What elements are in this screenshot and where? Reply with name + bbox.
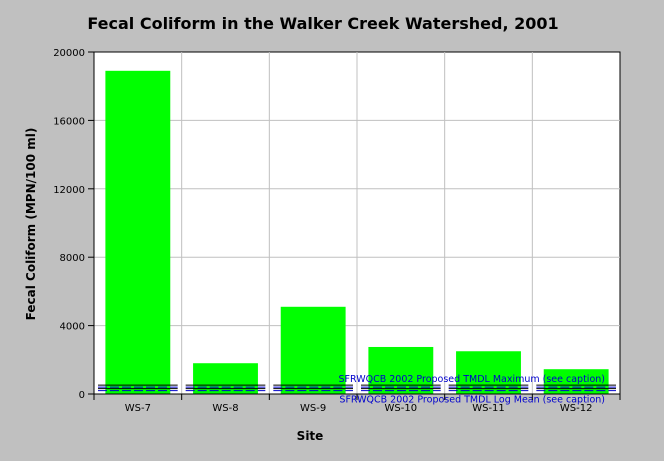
y-tick-label: 16000: [53, 116, 85, 127]
x-axis-title: Site: [297, 429, 324, 443]
bar-ws-7: [105, 70, 171, 394]
y-tick-label: 0: [79, 390, 85, 401]
bar-ws-10: [368, 346, 434, 394]
bar-ws-9: [280, 306, 346, 394]
x-tick-label: WS-8: [212, 403, 238, 414]
bar-ws-12: [543, 369, 609, 394]
x-tick-label: WS-7: [125, 403, 151, 414]
bar-ws-8: [193, 363, 258, 394]
y-tick-label: 8000: [60, 253, 85, 264]
x-tick-label: WS-9: [300, 403, 326, 414]
x-tick-label: WS-11: [472, 403, 505, 414]
grid-lines: [94, 52, 620, 394]
y-axis: 0 4000 8000 12000 16000 20000: [53, 48, 95, 401]
x-tick-label: WS-10: [385, 403, 418, 414]
reference-lines: SFRWQCB 2002 Proposed TMDL Maximum (see …: [98, 374, 616, 406]
bars: [105, 70, 609, 394]
x-axis: WS-7 WS-8 WS-9 WS-10 WS-11 WS-12: [93, 393, 621, 414]
y-tick-label: 12000: [53, 185, 85, 196]
y-axis-title: Fecal Coliform (MPN/100 ml): [24, 128, 38, 321]
y-tick-label: 4000: [60, 322, 85, 333]
chart-title: Fecal Coliform in the Walker Creek Water…: [87, 14, 558, 33]
y-tick-label: 20000: [53, 48, 85, 59]
x-tick-label: WS-12: [560, 403, 593, 414]
reference-line-label-maximum: SFRWQCB 2002 Proposed TMDL Maximum (see …: [338, 374, 605, 385]
reference-line-label-log-mean: SFRWQCB 2002 Proposed TMDL Log Mean (see…: [339, 395, 605, 406]
